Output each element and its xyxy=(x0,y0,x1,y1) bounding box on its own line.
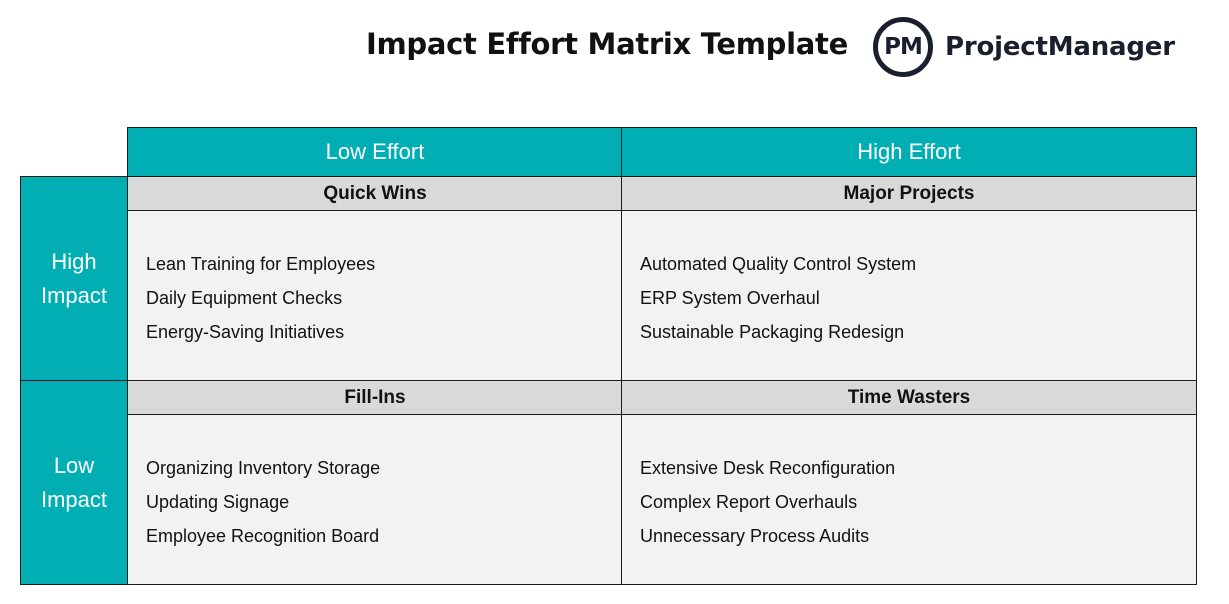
row-header-low-impact: Low Impact xyxy=(20,380,128,585)
list-item: Unnecessary Process Audits xyxy=(640,526,870,546)
list-item: Lean Training for Employees xyxy=(146,254,376,274)
quadrant-quick-wins: Quick Wins Lean Training for Employees D… xyxy=(127,176,623,382)
list-item: Energy-Saving Initiatives xyxy=(146,322,345,342)
column-header-high-effort: High Effort xyxy=(621,127,1197,177)
list-item: Updating Signage xyxy=(146,492,290,512)
quadrant-major-projects: Major Projects Automated Quality Control… xyxy=(621,176,1197,382)
pm-logo-icon: PM xyxy=(873,17,933,77)
list-item: Automated Quality Control System xyxy=(640,254,917,274)
list-item: Employee Recognition Board xyxy=(146,526,380,546)
quadrant-title: Quick Wins xyxy=(128,177,622,211)
list-item: Complex Report Overhauls xyxy=(640,492,858,512)
quadrant-item-list: Lean Training for Employees Daily Equipm… xyxy=(128,211,622,353)
logo-text: ProjectManager xyxy=(945,32,1175,62)
list-item: Organizing Inventory Storage xyxy=(146,458,381,478)
quadrant-item-list: Extensive Desk Reconfiguration Complex R… xyxy=(622,415,1196,557)
quadrant-item-list: Automated Quality Control System ERP Sys… xyxy=(622,211,1196,353)
row-header-line: Impact xyxy=(40,283,108,308)
quadrant-time-wasters: Time Wasters Extensive Desk Reconfigurat… xyxy=(621,380,1197,585)
row-header-high-impact: High Impact xyxy=(20,176,128,382)
row-header-line: Impact xyxy=(40,486,108,512)
list-item: Daily Equipment Checks xyxy=(146,288,343,308)
page-title: Impact Effort Matrix Template xyxy=(366,27,848,61)
quadrant-item-list: Organizing Inventory Storage Updating Si… xyxy=(128,415,622,557)
list-item: ERP System Overhaul xyxy=(640,288,820,308)
quadrant-fill-ins: Fill-Ins Organizing Inventory Storage Up… xyxy=(127,380,623,585)
quadrant-title: Major Projects xyxy=(622,177,1196,211)
list-item: Extensive Desk Reconfiguration xyxy=(640,458,896,478)
brand-logo: PM ProjectManager xyxy=(873,17,1175,77)
quadrant-title: Fill-Ins xyxy=(128,381,622,415)
row-header-line: Low xyxy=(53,452,95,478)
column-header-low-effort: Low Effort xyxy=(127,127,623,177)
list-item: Sustainable Packaging Redesign xyxy=(640,322,905,342)
quadrant-title: Time Wasters xyxy=(622,381,1196,415)
row-header-line: High xyxy=(51,249,97,274)
